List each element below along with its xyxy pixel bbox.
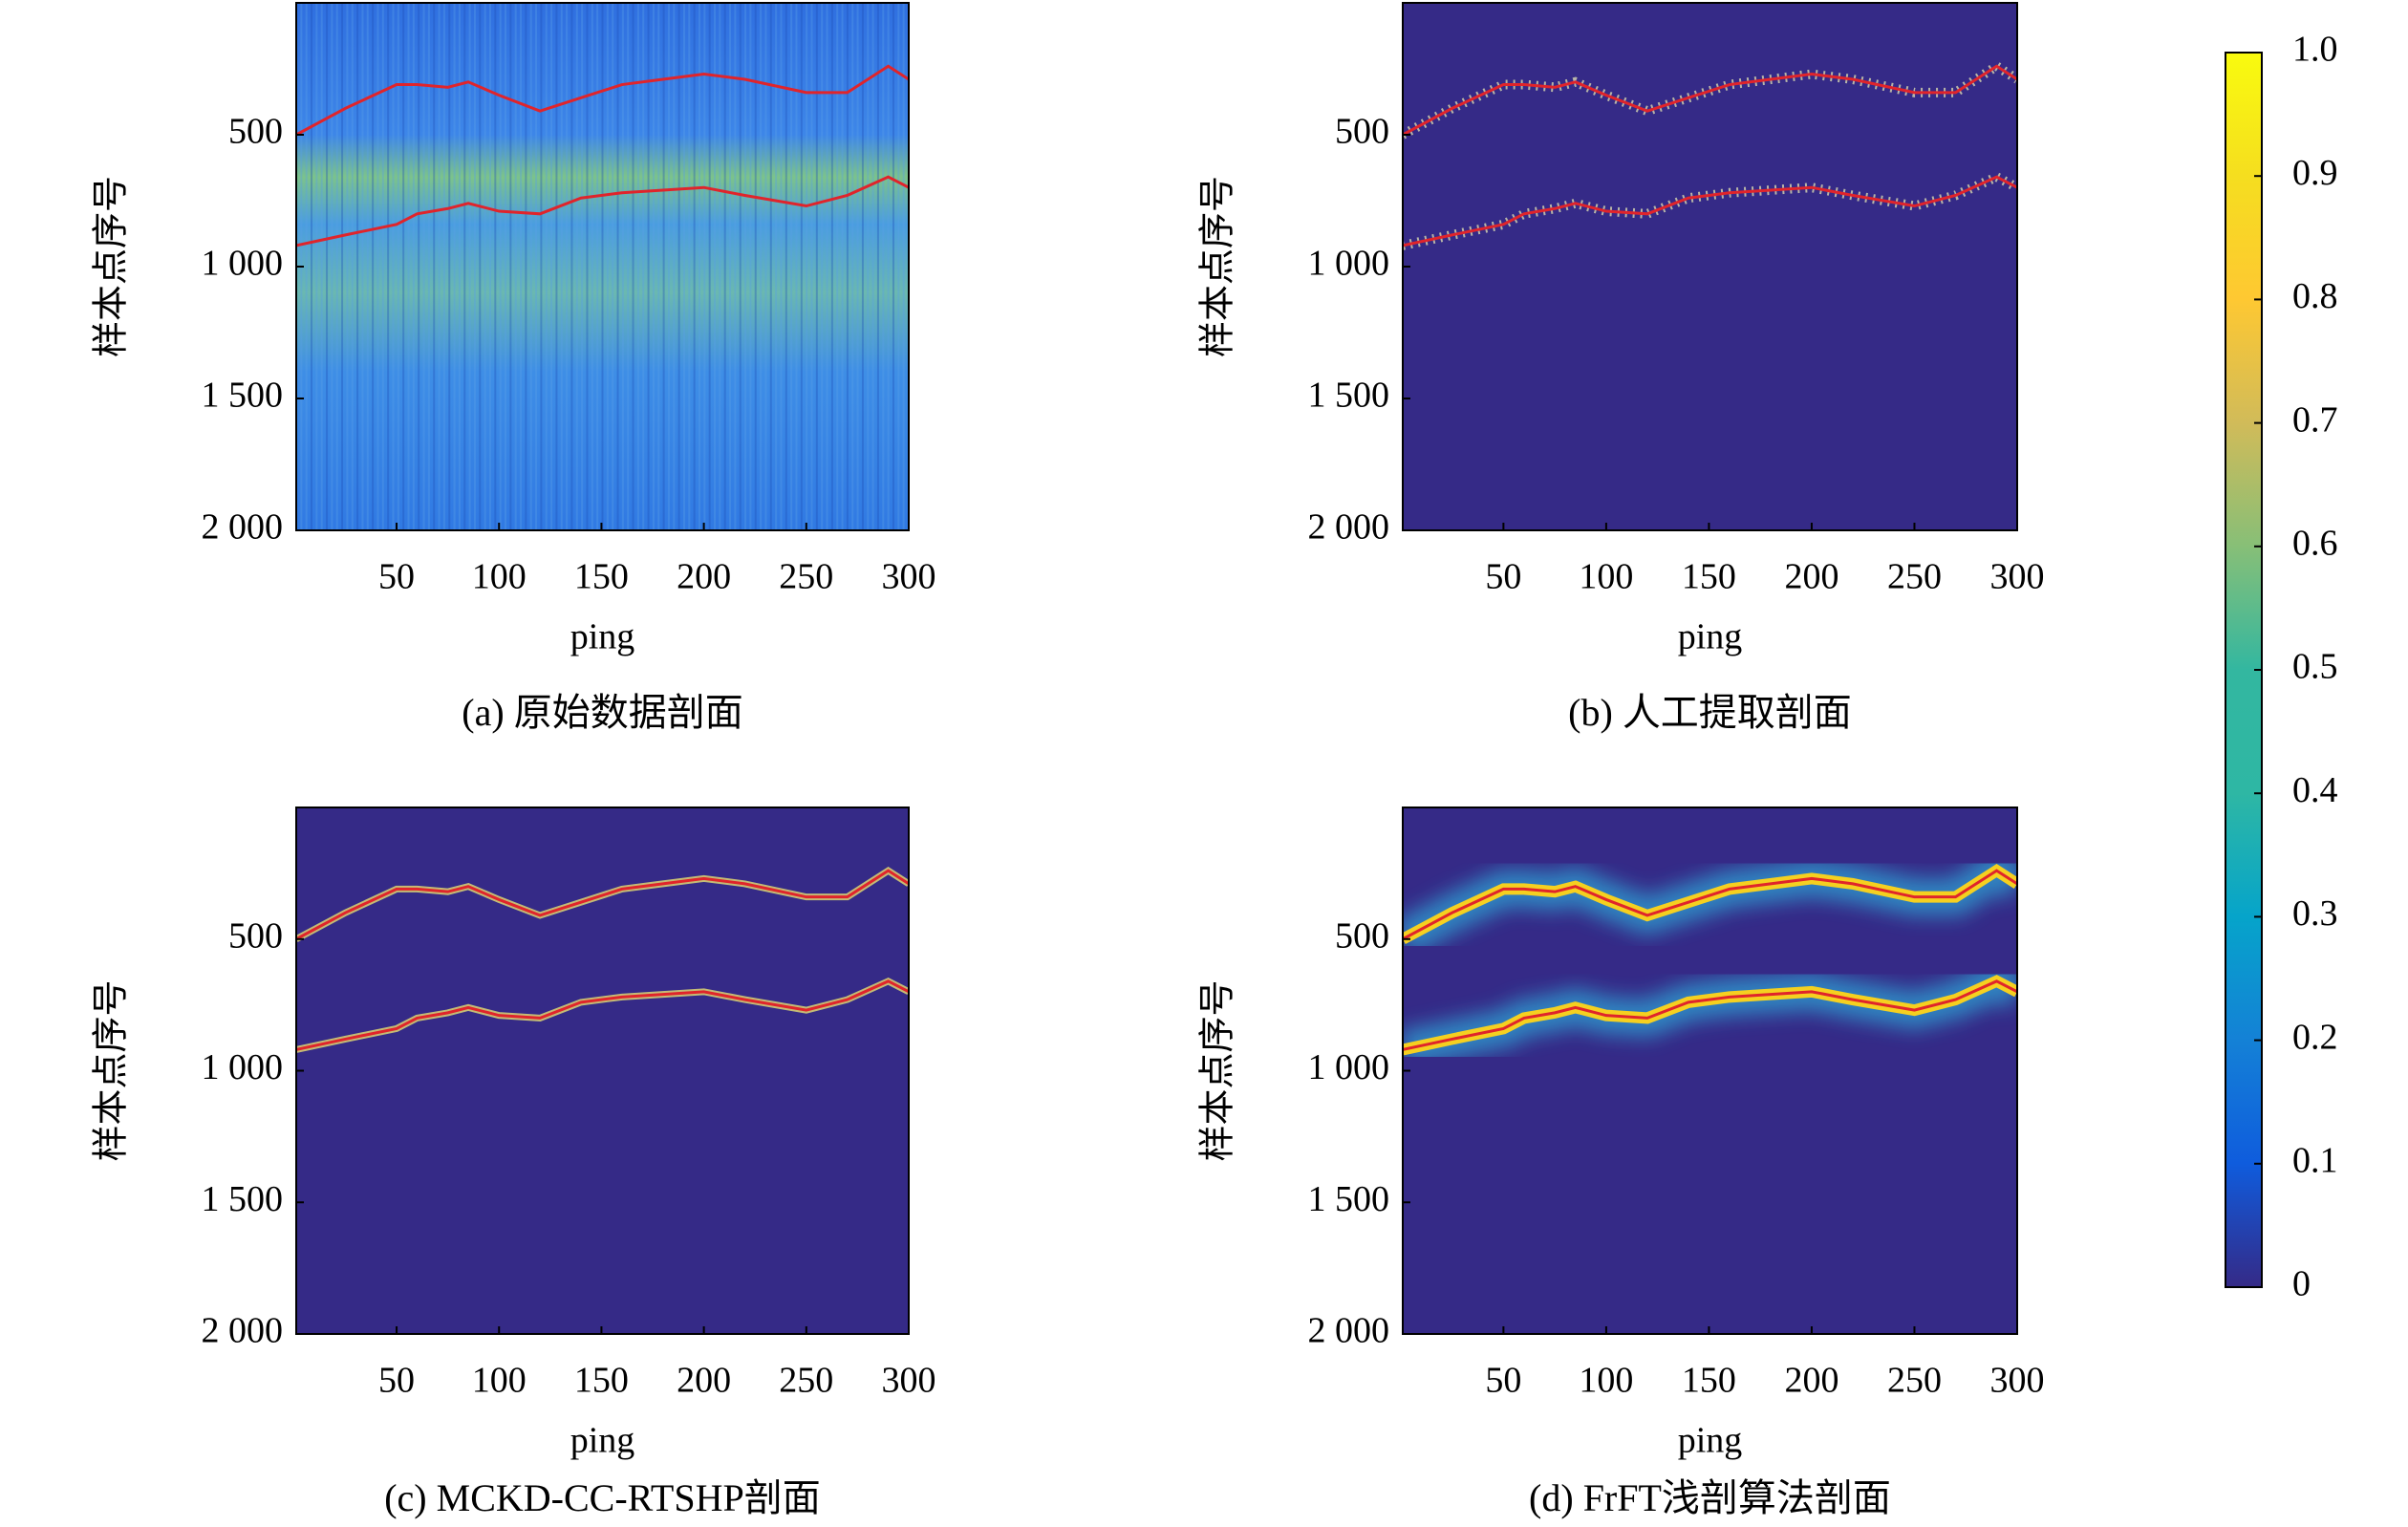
y-tick-label: 1 500: [1308, 376, 1390, 416]
colorbar-tick-label: 0.1: [2292, 1141, 2338, 1181]
x-tick-label: 300: [1990, 1361, 2045, 1401]
panel-caption: (d) FrFT浅剖算法剖面: [1529, 1476, 1891, 1519]
plot: [1403, 60, 2017, 250]
y-tick-label: 1 500: [202, 376, 284, 416]
colorbar-tick-label: 0.8: [2292, 276, 2338, 316]
x-tick-label: 100: [472, 557, 527, 597]
x-tick-label: 250: [1887, 1361, 1942, 1401]
plot: [296, 3, 909, 530]
x-tick-label: 200: [677, 1361, 731, 1401]
line: [296, 869, 909, 941]
heatmap: [296, 807, 909, 1334]
x-tick-label: 250: [779, 1361, 833, 1401]
colorbar-tick-label: 1.0: [2292, 30, 2338, 70]
colorbar-tick-label: 0.9: [2292, 153, 2338, 193]
panel-caption: (a) 原始数据剖面: [462, 691, 742, 734]
plot: [1403, 848, 2017, 1069]
y-axis-label: 样本点序号: [1198, 176, 1238, 357]
x-tick-label: 50: [1485, 1361, 1521, 1401]
x-tick-label: 50: [378, 557, 415, 597]
x-tick-label: 150: [574, 1361, 629, 1401]
line: [296, 64, 909, 137]
x-tick-label: 50: [378, 1361, 415, 1401]
panel-caption: (c) MCKD-CC-RTSHP剖面: [384, 1476, 821, 1519]
y-tick-label: 1 500: [1308, 1179, 1390, 1219]
x-tick-label: 150: [1682, 557, 1736, 597]
x-tick-label: 150: [574, 557, 629, 597]
line: [1403, 979, 2017, 1051]
x-tick-label: 300: [882, 1361, 936, 1401]
y-tick-label: 1 500: [202, 1179, 284, 1219]
y-axis-label: 样本点序号: [92, 176, 132, 357]
x-tick-label: 200: [677, 557, 731, 597]
x-tick-label: 100: [1579, 1361, 1633, 1401]
x-tick-label: 300: [882, 557, 936, 597]
colorbar-tick-label: 0.5: [2292, 647, 2338, 687]
y-tick-label: 2 000: [1308, 1311, 1390, 1351]
panel-caption: (b) 人工提取剖面: [1568, 691, 1852, 734]
line: [296, 175, 909, 247]
colorbar-tick-label: 0.4: [2292, 770, 2338, 810]
x-axis-label: ping: [1678, 617, 1743, 657]
y-tick-label: 1 000: [1308, 1047, 1390, 1087]
colorbar-tick-label: 0.2: [2292, 1017, 2338, 1057]
line: [1403, 64, 2017, 137]
y-tick-label: 2 000: [202, 1311, 284, 1351]
x-tick-label: 100: [472, 1361, 527, 1401]
y-tick-label: 500: [228, 915, 283, 956]
line: [296, 979, 909, 1051]
colorbar-tick-label: 0.6: [2292, 524, 2338, 564]
x-tick-label: 50: [1485, 557, 1521, 597]
y-tick-label: 2 000: [1308, 507, 1390, 548]
x-tick-label: 250: [1887, 557, 1942, 597]
x-axis-label: ping: [1678, 1421, 1743, 1461]
y-tick-label: 500: [228, 112, 283, 152]
y-tick-label: 2 000: [202, 507, 284, 548]
colorbar-tick-label: 0.3: [2292, 893, 2338, 934]
x-tick-label: 150: [1682, 1361, 1736, 1401]
y-tick-label: 1 000: [202, 1047, 284, 1087]
y-axis-label: 样本点序号: [1198, 979, 1238, 1161]
x-tick-label: 100: [1579, 557, 1633, 597]
line: [1403, 869, 2017, 941]
x-axis-label: ping: [570, 617, 635, 657]
x-axis-label: ping: [570, 1421, 635, 1461]
plot: [296, 866, 909, 1053]
y-tick-label: 500: [1335, 915, 1389, 956]
y-axis-label: 样本点序号: [92, 979, 132, 1161]
x-tick-label: 300: [1990, 557, 2045, 597]
colorbar-tick-label: 0: [2292, 1264, 2311, 1304]
x-tick-label: 200: [1784, 1361, 1838, 1401]
y-tick-label: 500: [1335, 112, 1389, 152]
line: [1403, 175, 2017, 247]
x-tick-label: 250: [779, 557, 833, 597]
x-tick-label: 200: [1784, 557, 1838, 597]
heatmap: [1403, 3, 2017, 530]
colorbar-tick-label: 0.7: [2292, 399, 2338, 440]
y-tick-label: 1 000: [202, 244, 284, 284]
y-tick-label: 1 000: [1308, 244, 1390, 284]
